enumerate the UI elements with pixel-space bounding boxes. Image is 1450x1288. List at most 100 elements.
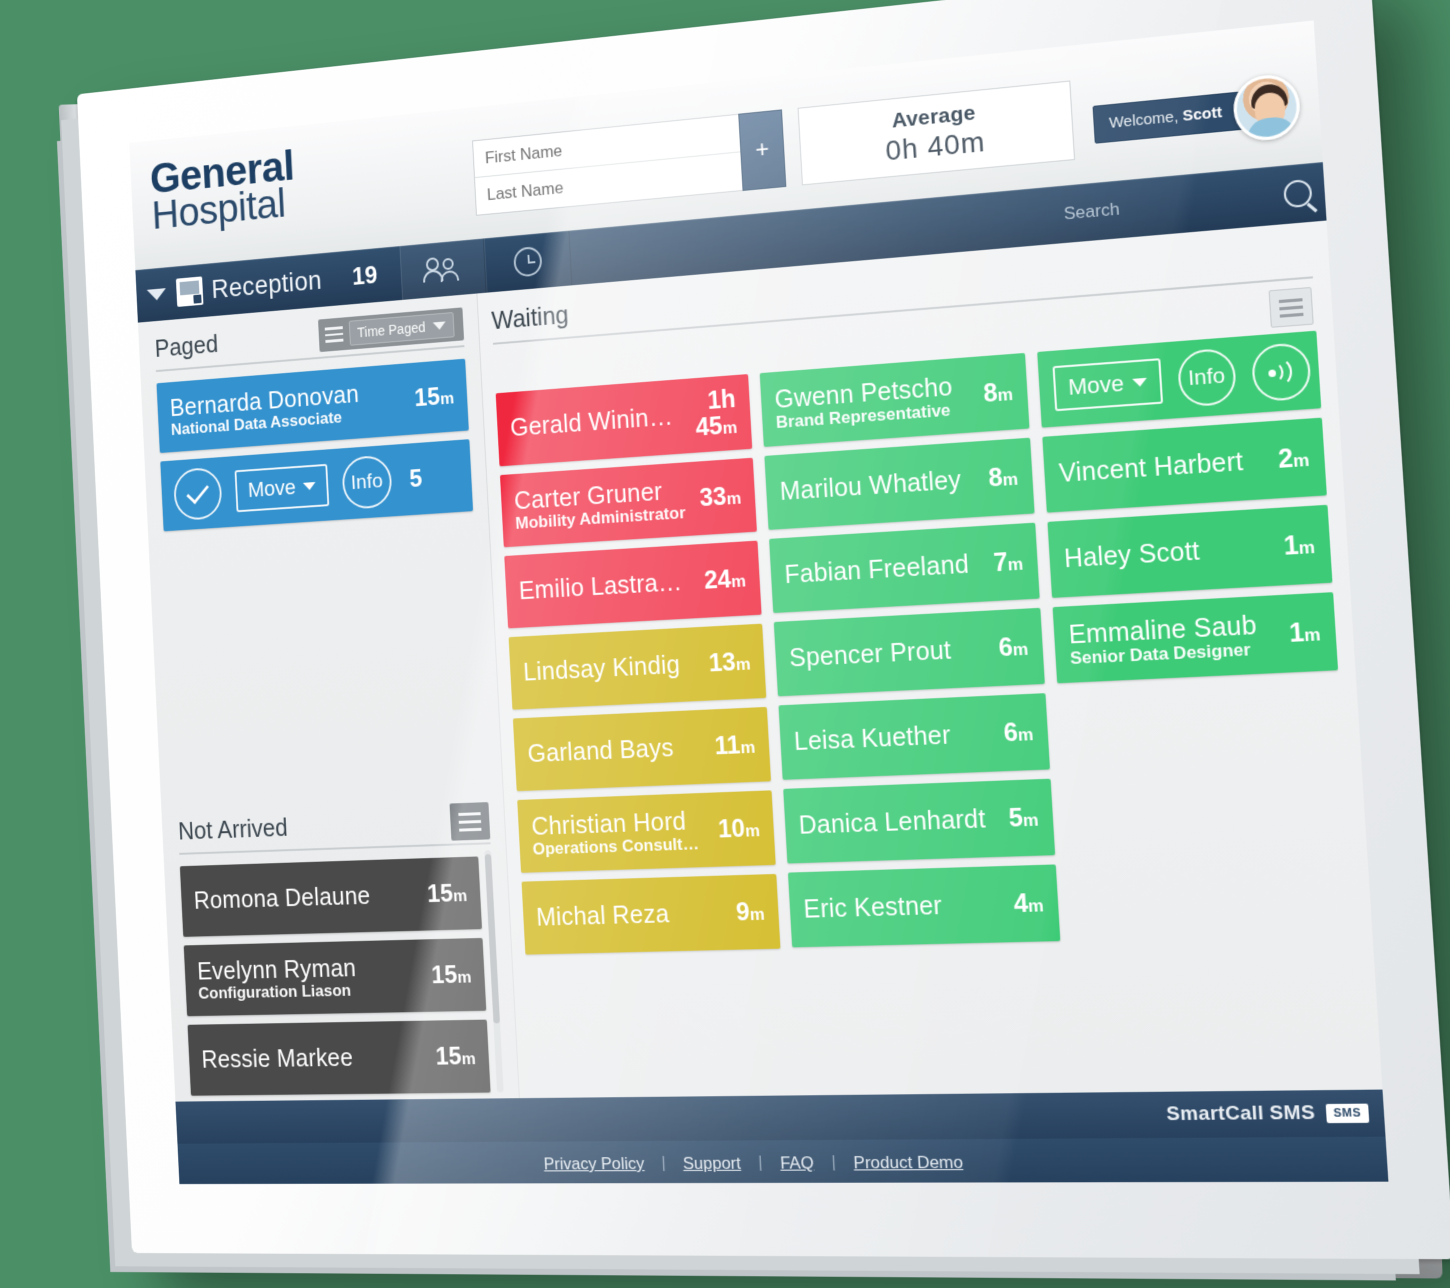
welcome-pill[interactable]: Welcome, Scott: [1092, 90, 1244, 144]
department-count: 19: [351, 261, 378, 291]
not-arrived-time: 15m: [427, 879, 468, 909]
device-body: General Hospital + Average 0h 40m: [76, 0, 1450, 1260]
search-input[interactable]: [1063, 185, 1274, 225]
not-arrived-name: Ressie Markee: [200, 1043, 354, 1074]
footer-link-faq[interactable]: FAQ: [779, 1153, 815, 1173]
waiting-names-2-1: Haley Scott: [1063, 532, 1272, 574]
info-button[interactable]: Info: [341, 454, 393, 510]
waiting-time: 5m: [1008, 802, 1040, 833]
table-row[interactable]: Fabian Freeland 7m: [768, 522, 1040, 614]
table-row[interactable]: Haley Scott 1m: [1047, 504, 1333, 598]
paged-sort-label: Time Paged: [356, 319, 426, 341]
waiting-time: 9m: [735, 897, 765, 927]
waiting-names-2-0: Vincent Harbert: [1058, 445, 1266, 489]
table-row[interactable]: Emilio Lastrapes 24m: [504, 540, 762, 629]
welcome-group: Welcome, Scott: [1091, 58, 1302, 156]
hamburger-icon[interactable]: [449, 802, 491, 841]
waiting-column-1: Gerald Wininger 1h 45m Carter: [495, 374, 788, 1098]
check-circle-icon[interactable]: [172, 466, 223, 522]
table-row[interactable]: Emmaline Saub Senior Data Designer 1m: [1052, 592, 1339, 684]
smartcall-label: SmartCall SMS: [1165, 1101, 1316, 1126]
waiting-time: 1m: [1288, 617, 1321, 649]
table-row[interactable]: Eric Kestner 4m: [787, 864, 1061, 948]
waiting-time-unit: m: [1292, 449, 1311, 471]
waiting-name: Gwenn Petscho: [773, 372, 954, 414]
footer-link-privacy[interactable]: Privacy Policy: [543, 1154, 645, 1174]
move-label: Move: [247, 474, 297, 502]
waiting-time: 4m: [1013, 888, 1045, 919]
page-waves-icon: [1262, 356, 1297, 389]
table-row[interactable]: Garland Bays 11m: [512, 706, 771, 792]
waiting-time-unit: m: [735, 653, 752, 674]
waiting-time-unit: m: [744, 820, 761, 841]
waiting-role: Brand Representative: [775, 399, 951, 432]
waiting-time-value: 33: [698, 482, 728, 512]
waiting-time-unit: m: [1022, 809, 1040, 830]
welcome-user-name: Scott: [1182, 103, 1223, 125]
paged-sort-select[interactable]: Time Paged: [348, 312, 455, 346]
waiting-name: Danica Lenhardt: [798, 804, 987, 840]
list-item[interactable]: Ressie Markee 15m: [187, 1019, 491, 1096]
not-arrived-time: 15m: [431, 960, 472, 989]
department-dropdown-toggle[interactable]: [135, 267, 177, 323]
brand-logo: General Hospital: [149, 139, 297, 238]
waiting-time-value: 1: [1288, 617, 1306, 648]
add-guest-button[interactable]: +: [738, 109, 787, 191]
waiting-names-1-6: Eric Kestner: [803, 889, 1002, 924]
table-row[interactable]: Danica Lenhardt 5m: [783, 778, 1056, 864]
list-item[interactable]: Romona Delaune 15m: [179, 856, 482, 937]
not-arrived-names-2: Ressie Markee: [201, 1043, 425, 1074]
list-item[interactable]: Evelynn Ryman Configuration Liason 15m: [183, 937, 487, 1017]
table-row[interactable]: Michal Reza 9m: [521, 873, 781, 955]
waiting-time: 8m: [987, 462, 1018, 494]
waiting-time-value: 10: [717, 814, 746, 844]
search-icon[interactable]: [1283, 178, 1313, 209]
waiting-column-3: Move Info: [1037, 330, 1365, 1093]
chevron-down-icon: [146, 288, 167, 302]
move-dropdown-button[interactable]: Move: [1052, 358, 1163, 412]
waiting-names-0-0: Gerald Wininger: [510, 402, 685, 443]
table-row[interactable]: Carter Gruner Mobility Administrator 33m: [499, 457, 757, 548]
footer-link-product-demo[interactable]: Product Demo: [853, 1152, 964, 1173]
header-right-group: + Average 0h 40m Welcome, Scott: [471, 37, 1302, 216]
average-wait-box: Average 0h 40m: [797, 80, 1076, 186]
not-arrived-names-1: Evelynn Ryman Configuration Liason: [197, 953, 422, 1003]
app-screen: General Hospital + Average 0h 40m: [129, 20, 1389, 1185]
table-row[interactable]: Marilou Whatley 8m: [764, 437, 1035, 530]
footer-link-support[interactable]: Support: [682, 1153, 742, 1173]
table-row[interactable]: Spencer Prout 6m: [773, 607, 1045, 697]
paged-action-card: Move Info 5: [160, 439, 473, 532]
waiting-title: Waiting: [490, 300, 570, 335]
left-panel: Paged Time Paged: [137, 293, 520, 1102]
waiting-time-value: 11: [713, 730, 742, 760]
waiting-name: Eric Kestner: [802, 891, 943, 924]
table-row[interactable]: Vincent Harbert 2m: [1042, 417, 1327, 513]
waiting-time-unit: m: [1298, 536, 1316, 558]
avatar[interactable]: [1231, 72, 1302, 143]
info-label: Info: [1187, 363, 1226, 391]
waiting-name: Marilou Whatley: [779, 465, 962, 506]
paged-title: Paged: [154, 330, 219, 363]
tab-clock[interactable]: [483, 230, 573, 293]
chevron-down-icon: [1131, 377, 1148, 388]
page-signal-icon[interactable]: [1250, 341, 1312, 403]
footer-links-bar: Privacy Policy | Support | FAQ | Product…: [177, 1136, 1389, 1185]
waiting-names-0-2: Emilio Lastrapes: [518, 567, 693, 606]
waiting-time-unit: m: [1027, 895, 1045, 916]
info-button[interactable]: Info: [1176, 347, 1237, 408]
hamburger-icon[interactable]: [318, 317, 350, 352]
not-arrived-panel: Not Arrived Romona Delaune: [177, 799, 504, 1101]
avatar-face: [1253, 91, 1286, 128]
table-row[interactable]: Gwenn Petscho Brand Representative 8m: [759, 352, 1030, 447]
waiting-time-value: 5: [1007, 803, 1024, 833]
list-options-icon[interactable]: [1268, 286, 1314, 328]
table-row[interactable]: Leisa Kuether 6m: [778, 693, 1050, 780]
table-row[interactable]: Christian Hord Operations Consultant 10m: [516, 790, 776, 873]
waiting-name: Michal Reza: [535, 899, 670, 932]
paged-card[interactable]: Bernarda Donovan National Data Associate…: [156, 358, 469, 454]
tab-people[interactable]: [399, 238, 487, 300]
move-dropdown-button[interactable]: Move: [234, 463, 330, 513]
table-row[interactable]: Lindsay Kindig 13m: [508, 623, 767, 710]
welcome-prefix: Welcome,: [1108, 107, 1184, 132]
